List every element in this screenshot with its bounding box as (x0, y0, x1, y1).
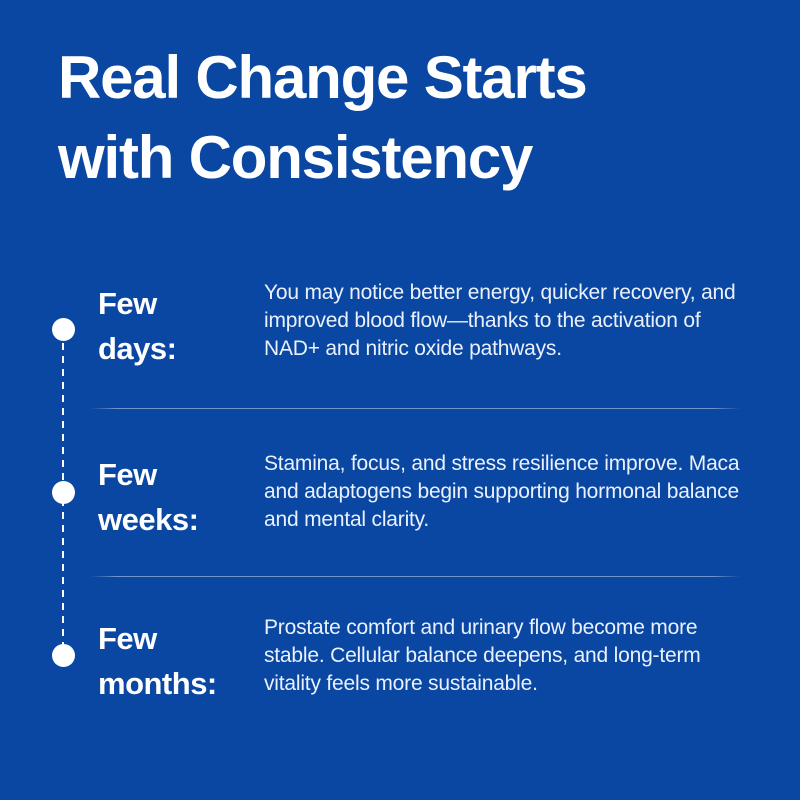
timeline-row-description: Prostate comfort and urinary flow become… (264, 616, 701, 695)
timeline-marker-icon (52, 644, 75, 667)
timeline-row-few-months: Few months: Prostate comfort and urinary… (98, 614, 754, 706)
timeline-row-few-weeks: Few weeks: Stamina, focus, and stress re… (98, 450, 754, 542)
timeline-row-description: You may notice better energy, quicker re… (264, 281, 736, 360)
page-title: Real Change Starts with Consistency (58, 44, 588, 191)
timeline-row-label: Few days: (98, 286, 177, 366)
row-divider (90, 408, 740, 409)
timeline-row-label: Few months: (98, 621, 217, 701)
timeline-row-few-days: Few days: You may notice better energy, … (98, 279, 754, 371)
timeline-marker-icon (52, 318, 75, 341)
timeline-marker-icon (52, 481, 75, 504)
timeline-row-label: Few weeks: (98, 457, 199, 537)
timeline-row-description: Stamina, focus, and stress resilience im… (264, 452, 740, 531)
row-divider (90, 576, 740, 577)
